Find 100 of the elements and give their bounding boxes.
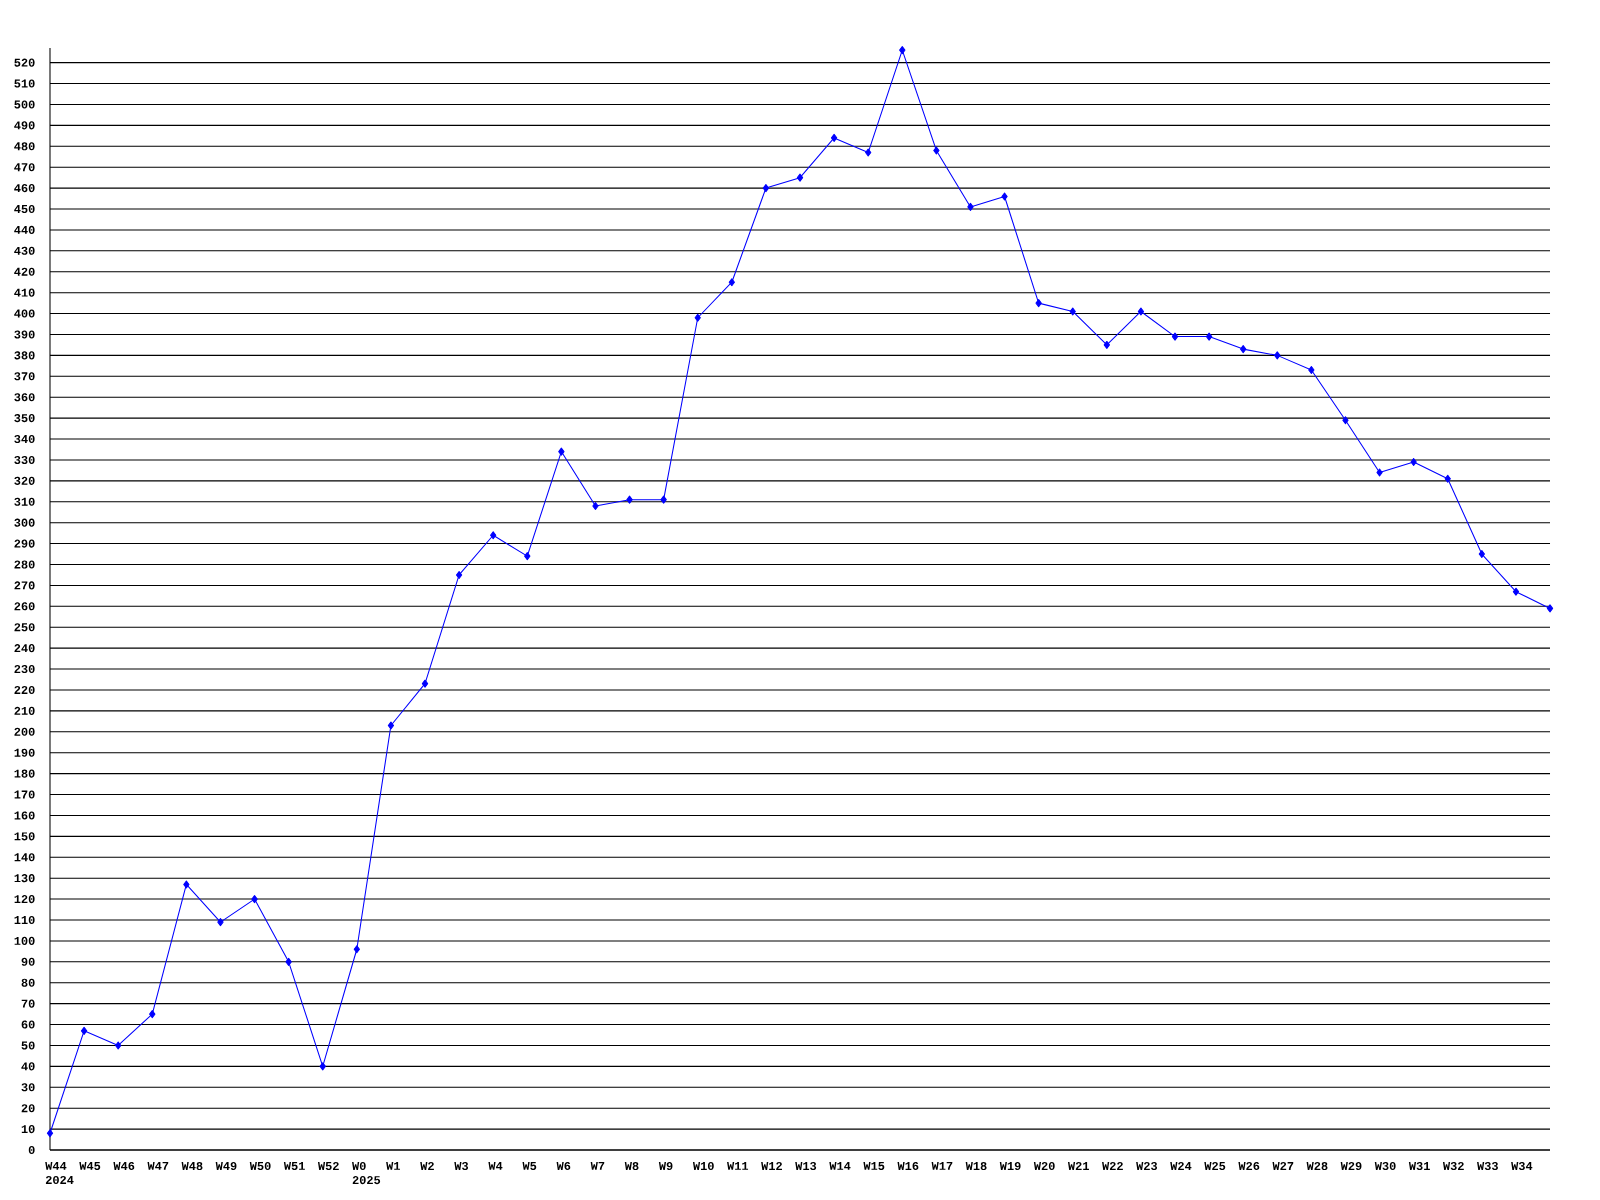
x-tick-label: W8	[624, 1161, 639, 1171]
point	[1478, 550, 1485, 559]
point	[1137, 307, 1145, 316]
y-tick-label: 10	[21, 1125, 35, 1134]
x-tick-label: W16	[897, 1161, 919, 1171]
y-tick-label: 120	[14, 895, 35, 904]
x-tick-label: W18	[965, 1161, 987, 1171]
point	[1205, 332, 1213, 341]
x-tick-label: W0 2025	[352, 1161, 381, 1185]
y-tick-label: 480	[14, 142, 35, 151]
x-tick-label: W51	[283, 1161, 305, 1170]
point	[1376, 468, 1383, 477]
y-tick-label: 170	[14, 790, 35, 799]
point	[830, 133, 838, 142]
y-tick-label: 100	[14, 936, 35, 945]
y-tick-label: 50	[21, 1041, 35, 1050]
point	[421, 679, 429, 688]
point	[1001, 192, 1008, 201]
y-tick-label: 250	[14, 623, 35, 632]
y-tick-label: 110	[14, 915, 35, 925]
x-tick-label: W29	[1340, 1161, 1362, 1171]
x-tick-label: W52	[317, 1161, 339, 1171]
point	[490, 531, 497, 540]
x-tick-label: W20	[1033, 1161, 1055, 1171]
point	[558, 447, 565, 456]
y-tick-label: 320	[14, 476, 35, 485]
x-tick-label: W46	[113, 1161, 135, 1171]
x-tick-label: W6	[556, 1161, 571, 1171]
point	[660, 495, 667, 504]
x-tick-label: W50	[249, 1161, 271, 1171]
x-tick-label: W47	[147, 1161, 169, 1170]
x-tick-label: W23	[1136, 1161, 1158, 1171]
point	[1512, 587, 1520, 596]
y-tick-label: 470	[14, 163, 35, 172]
x-tick-label: W9	[658, 1161, 673, 1171]
x-tick-label: W10	[692, 1161, 714, 1171]
x-tick-label: W2	[420, 1161, 434, 1170]
y-tick-label: 430	[14, 246, 35, 255]
x-tick-label: W17	[931, 1161, 953, 1170]
y-tick-label: 60	[21, 1020, 35, 1029]
y-tick-label: 460	[14, 184, 35, 193]
y-tick-label: 20	[21, 1104, 35, 1113]
x-tick-label: W31	[1408, 1161, 1430, 1171]
y-tick-label: 370	[14, 372, 35, 381]
point	[694, 313, 701, 322]
point	[46, 1129, 54, 1138]
y-tick-label: 230	[14, 664, 35, 674]
point	[80, 1026, 88, 1035]
point	[1240, 345, 1247, 354]
y-tick-label: 330	[14, 455, 35, 464]
x-tick-label: W26	[1238, 1161, 1260, 1171]
y-tick-label: 270	[14, 581, 35, 590]
y-tick-label: 40	[21, 1062, 35, 1071]
y-tick-label: 350	[14, 414, 35, 423]
y-tick-label: 180	[14, 769, 35, 778]
y-tick-label: 340	[14, 434, 35, 444]
point	[967, 202, 974, 211]
x-tick-label: W27	[1272, 1161, 1294, 1170]
x-tick-label: W48	[181, 1161, 203, 1171]
x-tick-label: W49	[215, 1161, 237, 1171]
y-tick-label: 140	[14, 853, 35, 862]
point	[626, 495, 633, 504]
y-tick-label: 290	[14, 539, 35, 548]
y-tick-label: 310	[14, 497, 35, 506]
point	[728, 278, 735, 287]
point	[387, 721, 395, 730]
x-tick-label: W28	[1306, 1161, 1328, 1171]
x-tick-label: W15	[863, 1161, 885, 1170]
y-tick-label: 160	[14, 811, 35, 820]
point	[251, 895, 258, 904]
point	[933, 146, 940, 155]
x-tick-label: W7	[590, 1161, 605, 1170]
x-tick-label: W34	[1511, 1161, 1533, 1171]
point	[1274, 351, 1281, 360]
point	[455, 570, 463, 579]
y-tick-label: 300	[14, 518, 35, 527]
y-tick-label: 150	[14, 832, 35, 841]
point	[217, 918, 224, 927]
point	[1069, 307, 1076, 316]
point	[149, 1010, 156, 1019]
y-tick-label: 450	[14, 204, 35, 214]
y-tick-label: 190	[14, 748, 35, 757]
x-tick-label: W30	[1374, 1161, 1396, 1171]
y-tick-label: 420	[14, 267, 35, 276]
point	[353, 945, 360, 954]
y-tick-label: 410	[14, 288, 35, 297]
point	[762, 184, 770, 193]
point	[899, 46, 906, 55]
y-tick-label: 70	[21, 999, 35, 1008]
point	[1308, 366, 1315, 375]
x-tick-label: W19	[999, 1161, 1021, 1171]
y-tick-label: 360	[14, 393, 35, 402]
y-tick-label: 490	[14, 121, 35, 130]
point	[796, 173, 804, 182]
y-tick-label: 500	[14, 100, 35, 109]
x-tick-label: W11	[727, 1161, 749, 1170]
y-tick-label: 260	[14, 602, 35, 611]
x-tick-label: W33	[1477, 1161, 1498, 1171]
x-tick-label: W25	[1204, 1161, 1226, 1171]
point	[183, 880, 190, 889]
